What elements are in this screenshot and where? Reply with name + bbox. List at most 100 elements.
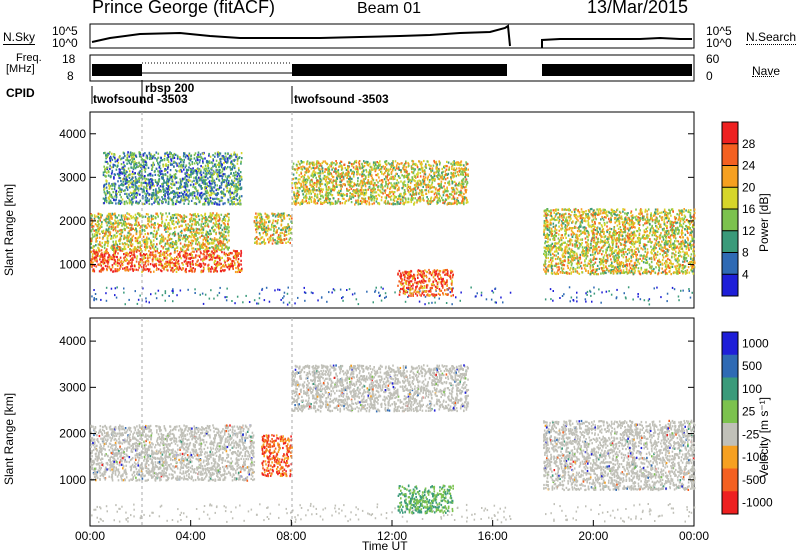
scatter-cell — [265, 232, 267, 235]
scatter-cell — [179, 289, 182, 292]
scatter-cell — [214, 247, 217, 250]
scatter-cell — [223, 159, 226, 162]
scatter-cell — [188, 154, 190, 157]
scatter-cell — [116, 262, 119, 265]
scatter-cell — [208, 242, 211, 245]
scatter-cell — [190, 171, 193, 174]
scatter-cell — [203, 237, 206, 241]
scatter-cell — [137, 177, 140, 180]
scatter-cell — [109, 216, 112, 219]
scatter-cell — [91, 226, 93, 229]
scatter-cell — [164, 242, 167, 245]
scatter-cell — [95, 237, 97, 240]
scatter-cell — [188, 194, 190, 197]
scatter-cell — [95, 229, 97, 232]
scatter-cell — [129, 255, 132, 258]
scatter-cell — [188, 174, 190, 177]
scatter-cell — [161, 183, 163, 186]
scatter-cell — [211, 162, 214, 165]
scatter-cell — [227, 248, 229, 251]
scatter-cell — [274, 224, 276, 228]
scatter-cell — [357, 177, 359, 180]
scatter-cell — [119, 218, 121, 222]
scatter-cell — [187, 169, 189, 172]
scatter-cell — [210, 161, 213, 164]
scatter-cell — [227, 175, 229, 178]
scatter-cell — [177, 239, 180, 242]
scatter-cell — [179, 164, 182, 167]
scatter-cell — [117, 248, 119, 251]
scatter-cell — [568, 286, 571, 289]
scatter-cell — [509, 291, 512, 294]
scatter-cell — [225, 252, 227, 255]
scatter-cell — [319, 197, 322, 201]
scatter-cell — [284, 230, 286, 233]
scatter-cell — [95, 298, 98, 301]
scatter-cell — [317, 299, 319, 302]
scatter-cell — [470, 286, 472, 289]
scatter-cell — [224, 296, 226, 299]
scatter-cell — [180, 161, 182, 164]
scatter-cell — [107, 256, 110, 259]
scatter-cell — [134, 167, 137, 170]
scatter-cell — [189, 265, 192, 268]
scatter-cell — [101, 237, 104, 240]
scatter-cell — [186, 264, 189, 267]
scatter-cell — [100, 249, 103, 252]
scatter-cell — [214, 164, 216, 167]
scatter-cell — [152, 217, 155, 221]
scatter-cell — [155, 151, 158, 154]
scatter-cell — [671, 286, 674, 289]
scatter-cell — [140, 265, 143, 268]
scatter-cell — [109, 256, 112, 259]
scatter-cell — [233, 260, 235, 263]
scatter-cell — [299, 187, 301, 190]
scatter-cell — [239, 171, 242, 174]
scatter-cell — [224, 261, 226, 264]
scatter-cell — [206, 238, 209, 241]
scatter-cell — [163, 253, 166, 257]
scatter-cell — [229, 154, 231, 157]
scatter-cell — [122, 267, 124, 270]
scatter-cell — [223, 156, 225, 159]
scatter-cell — [163, 193, 165, 197]
scatter-cell — [108, 184, 110, 187]
scatter-cell — [177, 257, 179, 260]
scatter-cell — [156, 267, 158, 270]
scatter-cell — [139, 249, 142, 252]
scatter-cell — [114, 259, 116, 262]
scatter-cell — [194, 218, 197, 221]
scatter-cell — [256, 240, 258, 243]
scatter-cell — [218, 153, 221, 157]
scatter-cell — [417, 197, 420, 200]
scatter-cell — [236, 250, 238, 253]
scatter-cell — [145, 213, 148, 216]
scatter-cell — [126, 195, 128, 198]
scatter-cell — [123, 256, 125, 259]
scatter-cell — [156, 212, 158, 215]
scatter-cell — [137, 221, 140, 224]
scatter-cell — [494, 287, 497, 290]
scatter-cell — [145, 300, 147, 303]
scatter-cell — [431, 183, 433, 186]
scatter-cell — [172, 214, 174, 217]
scatter-cell — [108, 265, 111, 268]
scatter-cell — [114, 227, 116, 231]
scatter-cell — [460, 291, 462, 294]
scatter-cell — [150, 240, 152, 243]
scatter-cell — [200, 252, 202, 255]
scatter-cell — [130, 265, 132, 268]
scatter-cell — [139, 252, 142, 255]
scatter-cell — [159, 234, 161, 237]
scatter-cell — [380, 170, 383, 173]
scatter-cell — [197, 153, 199, 156]
scatter-cell — [128, 239, 130, 242]
scatter-cell — [140, 163, 142, 166]
scatter-cell — [127, 268, 129, 271]
scatter-cell — [338, 191, 341, 194]
scatter-cell — [113, 213, 115, 216]
scatter-cell — [415, 162, 417, 166]
scatter-cell — [157, 173, 159, 177]
scatter-cell — [324, 170, 326, 173]
scatter-cell — [112, 191, 114, 194]
